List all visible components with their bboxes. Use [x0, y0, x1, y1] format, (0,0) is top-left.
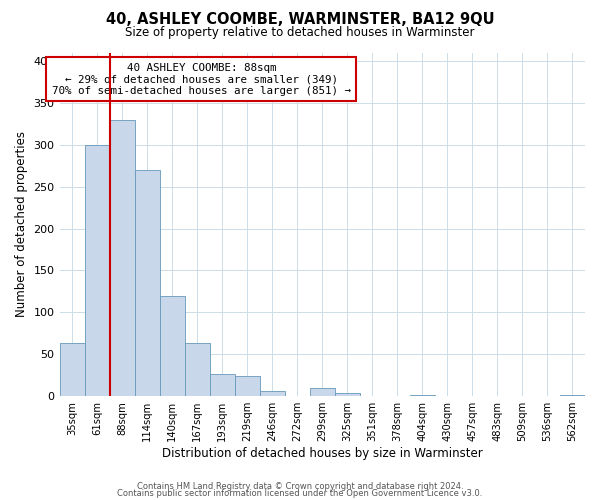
Bar — [59, 344, 85, 396]
Bar — [134, 170, 160, 396]
Bar — [209, 374, 235, 396]
Text: Contains HM Land Registry data © Crown copyright and database right 2024.: Contains HM Land Registry data © Crown c… — [137, 482, 463, 491]
Text: 40, ASHLEY COOMBE, WARMINSTER, BA12 9QU: 40, ASHLEY COOMBE, WARMINSTER, BA12 9QU — [106, 12, 494, 28]
Bar — [110, 120, 134, 396]
Bar — [160, 296, 185, 396]
Bar — [260, 391, 285, 396]
Bar — [560, 394, 585, 396]
Bar — [85, 144, 110, 396]
Y-axis label: Number of detached properties: Number of detached properties — [15, 132, 28, 318]
Text: Size of property relative to detached houses in Warminster: Size of property relative to detached ho… — [125, 26, 475, 39]
X-axis label: Distribution of detached houses by size in Warminster: Distribution of detached houses by size … — [162, 447, 482, 460]
Text: 40 ASHLEY COOMBE: 88sqm
← 29% of detached houses are smaller (349)
70% of semi-d: 40 ASHLEY COOMBE: 88sqm ← 29% of detache… — [52, 63, 351, 96]
Bar — [310, 388, 335, 396]
Bar — [335, 393, 360, 396]
Bar — [185, 342, 209, 396]
Text: Contains public sector information licensed under the Open Government Licence v3: Contains public sector information licen… — [118, 489, 482, 498]
Bar — [235, 376, 260, 396]
